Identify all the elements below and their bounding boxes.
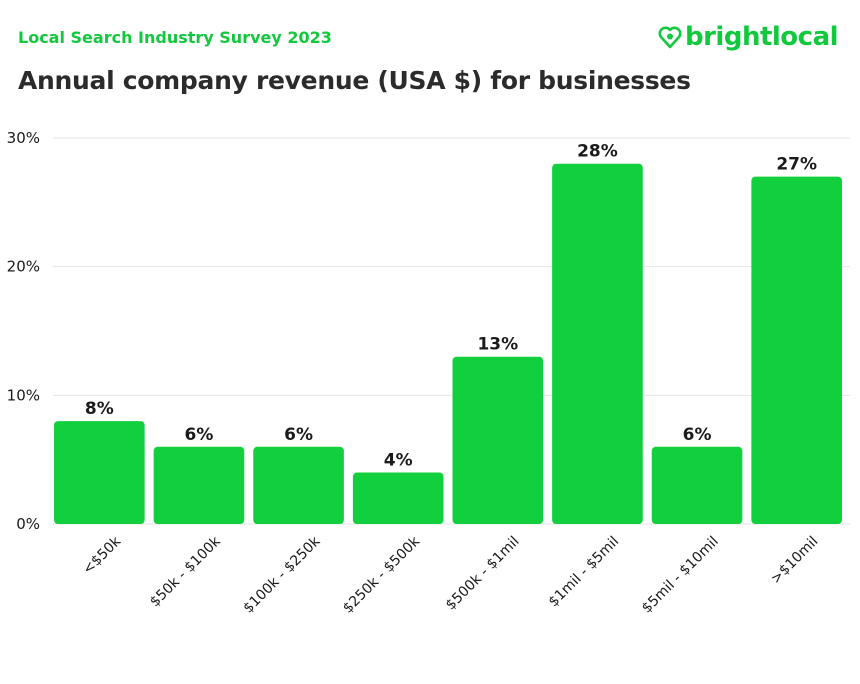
bar (552, 163, 643, 524)
data-label: 6% (683, 425, 712, 445)
x-tick-label: $500k - $1mil (443, 534, 523, 614)
brightlocal-logo: brightlocal (658, 22, 839, 52)
bar (253, 446, 344, 524)
x-tick-label: <$50k (80, 533, 125, 578)
data-label: 6% (185, 425, 214, 445)
y-tick-label: 10% (7, 386, 40, 404)
data-label: 8% (85, 399, 114, 419)
x-tick-label: $50k - $100k (147, 533, 224, 610)
x-tick-label: $1mil - $5mil (546, 534, 623, 611)
data-label: 4% (384, 451, 413, 471)
x-tick-label: $250k - $500k (340, 533, 424, 617)
bar (352, 472, 444, 524)
x-tick-label: $5mil - $10mil (639, 534, 722, 617)
y-tick-label: 20% (7, 258, 40, 276)
data-label: 27% (776, 155, 817, 175)
data-label: 28% (577, 142, 618, 162)
bar (452, 356, 544, 524)
x-tick-label: >$10mil (768, 534, 822, 588)
y-tick-label: 0% (16, 515, 40, 533)
chart-subtitle: Local Search Industry Survey 2023 (18, 28, 332, 47)
logo-text: brightlocal (685, 22, 839, 52)
chart-title: Annual company revenue (USA $) for busin… (18, 66, 691, 95)
bar (751, 176, 842, 524)
x-tick-label: $100k - $250k (240, 533, 324, 617)
data-label: 6% (284, 425, 313, 445)
bar (153, 446, 245, 524)
heart-pin-icon (658, 26, 682, 49)
bar (54, 421, 145, 524)
bar (651, 446, 743, 524)
y-tick-label: 30% (7, 129, 40, 147)
data-label: 13% (477, 335, 518, 355)
